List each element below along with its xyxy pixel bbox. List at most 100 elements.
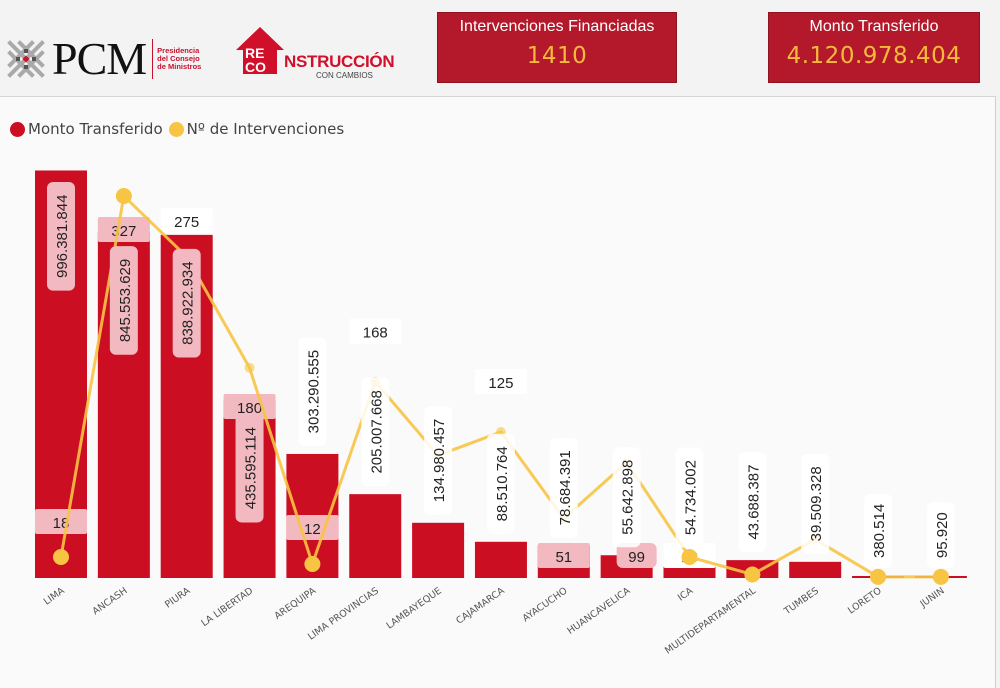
amount-label-text: 205.007.668 (368, 390, 385, 473)
chart-legend: Monto Transferido Nº de Intervenciones (10, 120, 350, 138)
line-point-arequipa[interactable] (304, 555, 321, 572)
amount-label-box (298, 337, 327, 446)
category-label: TUMBES (781, 585, 820, 617)
count-label-box (160, 208, 213, 233)
amount-label-text: 303.290.555 (305, 350, 322, 433)
amount-label-box (486, 433, 515, 534)
amount-label-text: 39.509.328 (808, 466, 825, 541)
amount-label: 95.920 (926, 502, 955, 568)
count-label-box (35, 509, 87, 534)
amount-label-text: 838.922.934 (180, 261, 197, 344)
category-label: PIURA (163, 585, 193, 610)
line-point-lima[interactable] (53, 548, 69, 565)
amount-label-box (675, 447, 704, 548)
pcm-subtitle-line: del Consejo (157, 54, 200, 63)
count-label: 12 (286, 515, 339, 540)
bar-lambayeque[interactable] (412, 522, 465, 578)
pcm-logo-subtitle: Presidencia del Consejo de Ministros (157, 47, 201, 71)
logo-con-cambios-text: CON CAMBIOS (316, 71, 373, 80)
category-label: LORETO (846, 585, 884, 616)
amount-label: 43.688.387 (738, 452, 767, 553)
amount-label: 88.510.764 (486, 433, 515, 534)
amount-label-box (109, 246, 138, 355)
line-point-loreto[interactable] (870, 568, 887, 585)
amount-label: 39.509.328 (801, 453, 830, 554)
amount-label-text: 996.381.844 (54, 195, 71, 278)
count-label-text: 168 (363, 325, 388, 342)
count-label: 99 (616, 543, 657, 568)
header: PCM Presidencia del Consejo de Ministros… (0, 0, 1000, 95)
kpi-card-monto: Monto Transferido 4.120.978.404 (768, 12, 980, 83)
amount-label-box (612, 447, 641, 548)
count-label-box (616, 543, 657, 568)
amount-label: 380.514 (864, 493, 893, 568)
line-point-multidepartamental[interactable] (744, 566, 761, 583)
amount-label: 134.980.457 (424, 406, 453, 515)
amount-label-text: 134.980.457 (431, 419, 448, 502)
line-point-ancash[interactable] (115, 188, 132, 204)
amount-label-box (424, 406, 453, 515)
count-label-box (97, 217, 150, 242)
category-label: LAMBAYEQUE (384, 585, 443, 631)
amount-label-text: 54.734.002 (683, 460, 700, 535)
amount-label-box (172, 248, 201, 358)
kpi-value: 4.120.978.404 (786, 43, 962, 69)
logo-reconstruccion-text: NSTRUCCIÓN (284, 52, 395, 71)
pcm-emblem-icon (7, 40, 45, 78)
amount-label: 55.642.898 (612, 447, 641, 548)
category-label: HUANCAVELICA (565, 585, 632, 637)
pcm-logo-text: PCM (52, 33, 147, 84)
category-label: CAJAMARCA (454, 585, 507, 627)
legend-item-intervenciones[interactable]: Nº de Intervenciones (168, 120, 345, 138)
count-label-text: 275 (174, 214, 199, 231)
category-label: ICA (676, 585, 696, 603)
amount-label: 54.734.002 (675, 447, 704, 548)
amount-label: 845.553.629 (109, 246, 138, 355)
legend-dot-icon (168, 121, 184, 137)
amount-label-text: 43.688.387 (745, 465, 762, 540)
legend-item-monto[interactable]: Monto Transferido (10, 120, 163, 138)
kpi-label: Monto Transferido (809, 18, 939, 35)
count-label: 168 (349, 318, 402, 344)
amount-label-box (235, 413, 264, 523)
amount-label-text: 845.553.629 (117, 259, 134, 342)
amount-label-box (738, 452, 767, 553)
pcm-subtitle-line: de Ministros (157, 62, 202, 71)
line-point-la-libertad[interactable] (244, 362, 255, 373)
logo-co-text: CO (245, 59, 266, 75)
line-point-junin[interactable] (932, 568, 949, 585)
count-label: 51 (537, 543, 590, 568)
reconstruccion-logo: RE CO NSTRUCCIÓN CON CAMBIOS (234, 26, 395, 86)
kpi-label: Intervenciones Financiadas (459, 18, 655, 35)
legend-label: Nº de Intervenciones (186, 120, 345, 138)
category-label: AREQUIPA (273, 585, 319, 622)
count-label-box (349, 318, 402, 344)
amount-label: 996.381.844 (47, 182, 75, 291)
bar-cajamarca[interactable] (474, 541, 527, 578)
bar-lima-provincias[interactable] (349, 494, 402, 578)
category-label: ANCASH (91, 585, 130, 617)
amount-label: 838.922.934 (172, 248, 201, 358)
pcm-subtitle-line: Presidencia (157, 46, 200, 55)
amount-label-box (361, 377, 390, 487)
count-label-text: 327 (111, 223, 136, 240)
amount-label-box (47, 182, 75, 291)
pcm-logo: PCM Presidencia del Consejo de Ministros (6, 34, 201, 84)
category-label: AYACUCHO (521, 585, 570, 624)
line-point-ica[interactable] (681, 548, 698, 565)
count-label: 18 (35, 509, 87, 534)
count-label: 327 (97, 217, 150, 242)
amount-label-box (926, 502, 955, 568)
house-icon: RE CO (236, 27, 284, 75)
amount-label-box (549, 437, 578, 538)
category-label: LIMA (42, 585, 67, 607)
count-label-text: 12 (304, 521, 321, 538)
category-label: JUNIN (918, 585, 947, 610)
kpi-value: 1410 (526, 43, 588, 69)
amount-label-text: 435.595.114 (243, 427, 260, 509)
bar-tumbes[interactable] (789, 561, 842, 578)
amount-label-box (864, 493, 893, 568)
count-label-text: 125 (488, 375, 513, 392)
amount-label-text: 380.514 (871, 504, 888, 558)
